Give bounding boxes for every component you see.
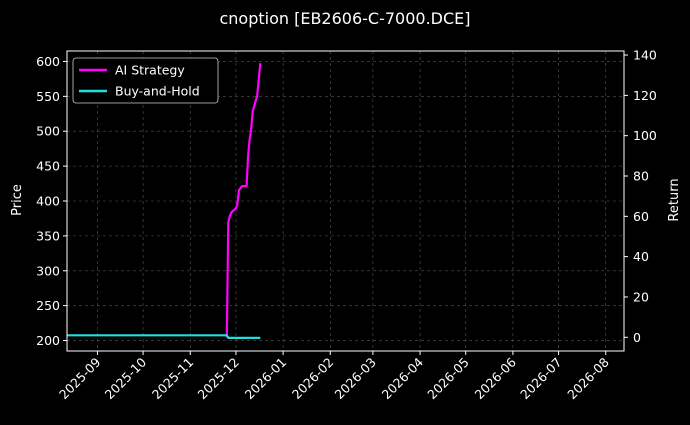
y2-axis: 0 20 40 60 80 100 120 140 bbox=[624, 48, 657, 345]
y2-tick-label: 60 bbox=[633, 209, 649, 224]
legend-label: AI Strategy bbox=[115, 63, 185, 78]
y-axis: 200 250 300 350 400 450 500 550 600 bbox=[36, 54, 67, 348]
legend-label: Buy-and-Hold bbox=[115, 84, 200, 99]
y-tick-label: 600 bbox=[36, 54, 60, 69]
legend: AI Strategy Buy-and-Hold bbox=[72, 57, 219, 104]
y-tick-label: 450 bbox=[36, 159, 60, 174]
y-tick-label: 500 bbox=[36, 124, 60, 139]
series-lines bbox=[67, 62, 262, 339]
series-line-ai-strategy bbox=[225, 62, 262, 338]
y2-tick-label: 120 bbox=[633, 88, 657, 103]
series-line-buy-and-hold bbox=[67, 334, 261, 339]
y2-axis-label: Return bbox=[667, 178, 682, 221]
y-tick-label: 550 bbox=[36, 89, 60, 104]
y-tick-label: 300 bbox=[36, 263, 60, 278]
y2-tick-label: 80 bbox=[633, 169, 649, 184]
y-tick-label: 400 bbox=[36, 194, 60, 209]
y-tick-label: 250 bbox=[36, 298, 60, 313]
y2-tick-label: 20 bbox=[633, 289, 649, 304]
y2-tick-label: 40 bbox=[633, 249, 649, 264]
chart-title: cnoption [EB2606-C-7000.DCE] bbox=[219, 9, 470, 28]
y2-tick-label: 0 bbox=[633, 330, 641, 345]
y-tick-label: 350 bbox=[36, 228, 60, 243]
y2-tick-label: 140 bbox=[633, 48, 657, 63]
y-axis-label: Price bbox=[10, 184, 25, 216]
legend-box bbox=[72, 57, 219, 104]
y-tick-label: 200 bbox=[36, 333, 60, 348]
y2-tick-label: 100 bbox=[633, 128, 657, 143]
